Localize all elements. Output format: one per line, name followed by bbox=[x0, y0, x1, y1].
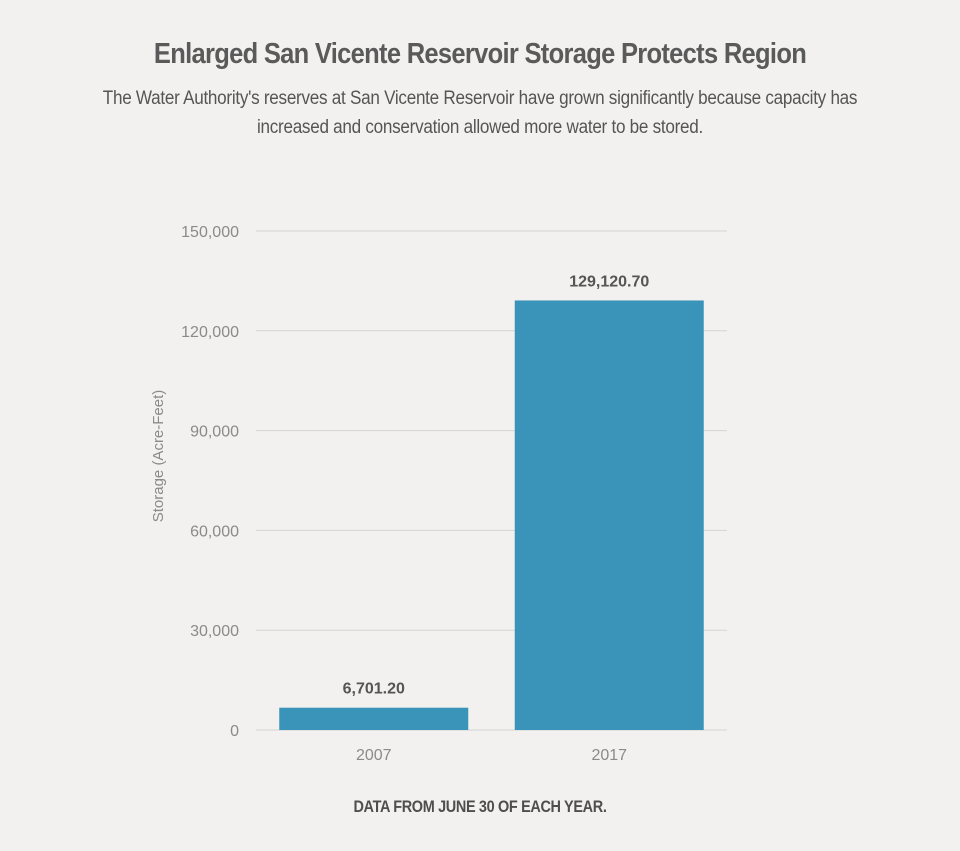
y-tick-label: 90,000 bbox=[190, 424, 239, 441]
x-tick-label-2007: 2007 bbox=[356, 747, 392, 764]
y-tick-label: 60,000 bbox=[190, 523, 239, 540]
y-tick-label: 30,000 bbox=[190, 623, 239, 640]
x-axis-labels: 2007 2017 bbox=[356, 747, 627, 764]
data-label-2007: 6,701.20 bbox=[343, 681, 405, 698]
data-source-note: DATA FROM JUNE 30 OF EACH YEAR. bbox=[353, 797, 607, 816]
y-tick-label: 120,000 bbox=[181, 324, 239, 341]
y-axis-ticks: 0 30,000 60,000 90,000 120,000 150,000 bbox=[181, 224, 239, 740]
chart-title: Enlarged San Vicente Reservoir Storage P… bbox=[153, 38, 807, 70]
x-tick-label-2017: 2017 bbox=[591, 747, 627, 764]
y-tick-label: 0 bbox=[230, 723, 239, 740]
bar-2017 bbox=[514, 300, 704, 730]
data-label-2017: 129,120.70 bbox=[569, 273, 649, 290]
y-axis-title: Storage (Acre-Feet) bbox=[150, 390, 167, 523]
chart-subtitle: The Water Authority's reserves at San Vi… bbox=[102, 88, 858, 138]
bar-2007 bbox=[279, 707, 469, 730]
data-labels: 6,701.20 129,120.70 bbox=[343, 273, 650, 697]
bars bbox=[279, 300, 704, 730]
y-tick-label: 150,000 bbox=[181, 224, 239, 241]
